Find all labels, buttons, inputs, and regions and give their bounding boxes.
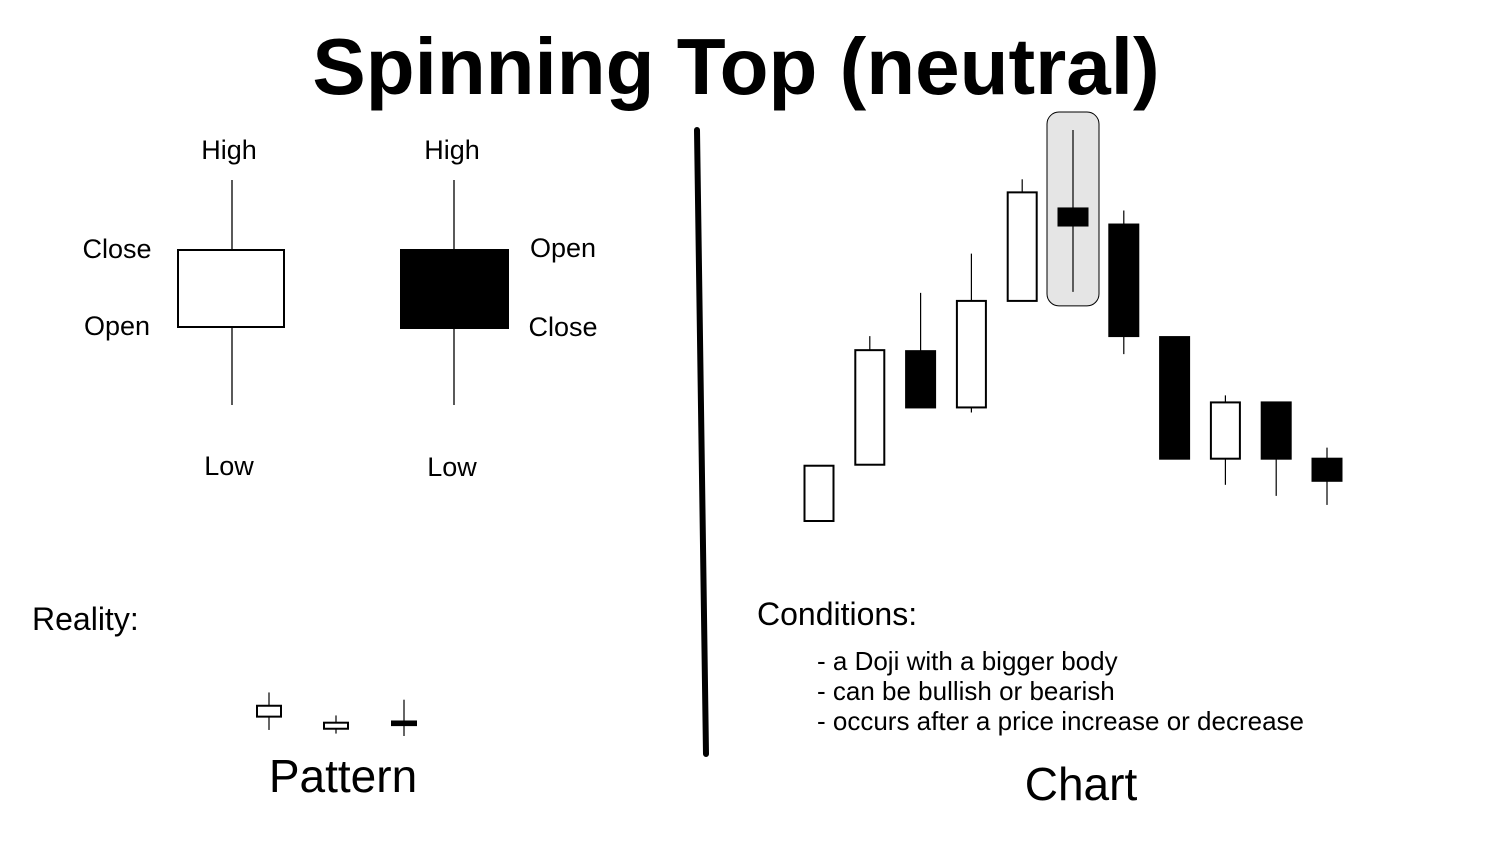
bearish-candle-diagram: High Open Close Low [400,135,598,482]
bearish-close-label: Close [528,312,597,342]
condition-item-2: - can be bullish or bearish [817,676,1115,706]
chart-candle [955,253,987,413]
bullish-high-label: High [201,135,257,165]
candle-body [1311,457,1343,482]
section-divider [694,127,709,757]
page-title: Spinning Top (neutral) [312,22,1159,111]
candle-body [1260,401,1292,460]
pattern-caption: Pattern [269,750,417,802]
condition-item-1: - a Doji with a bigger body [817,646,1118,676]
chart-candle [803,464,835,523]
bullish-low-label: Low [204,451,254,481]
chart-candle [854,336,886,466]
reality-candle [256,692,282,730]
chart-candle [1260,401,1292,496]
candle-body [803,464,835,523]
bullish-close-label: Close [82,234,151,264]
bearish-candle-body [400,249,509,329]
bullish-candle-body [177,249,285,328]
candle-body [955,299,987,409]
conditions-heading: Conditions: [757,596,917,632]
reality-candle [391,699,417,736]
reality-candle-body [256,704,282,718]
reality-label: Reality: [32,601,139,637]
reality-candle [323,715,349,734]
reality-candles [256,692,417,736]
chart-candle [905,292,937,409]
condition-item-3: - occurs after a price increase or decre… [817,706,1304,736]
bearish-low-label: Low [427,452,477,482]
chart-candle [1311,447,1343,505]
chart-candle [1159,336,1191,460]
candle-body [1209,401,1241,460]
candle-body [1108,223,1140,338]
reality-candle-body [323,721,349,730]
bearish-open-label: Open [530,233,596,263]
candle-body [1159,336,1191,460]
chart-candle [1006,179,1038,302]
candle-body [1006,191,1038,302]
chart-candle [1209,395,1241,485]
candle-body [1057,207,1089,227]
chart-caption: Chart [1025,758,1138,810]
bullish-open-label: Open [84,311,150,341]
candle-body [854,349,886,466]
candlestick-chart [803,111,1343,523]
chart-candle [1057,130,1089,292]
chart-candle [1108,210,1140,355]
candle-body [905,350,937,409]
bullish-candle-diagram: High Close Open Low [82,135,285,481]
reality-candle-body [391,720,417,727]
bearish-high-label: High [424,135,480,165]
